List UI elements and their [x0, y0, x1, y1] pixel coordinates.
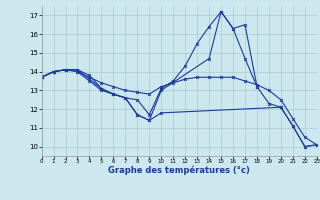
X-axis label: Graphe des températures (°c): Graphe des températures (°c) — [108, 166, 250, 175]
